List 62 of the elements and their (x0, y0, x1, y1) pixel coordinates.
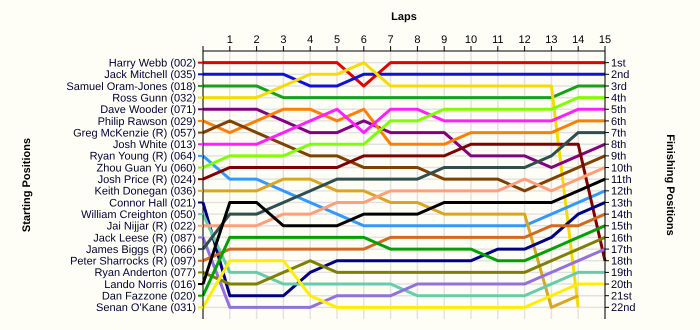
legend-label: Samuel Oram-Jones (018) (66, 80, 196, 93)
y-tick-label: 4th (611, 92, 626, 104)
x-tick-label: 15 (598, 34, 612, 46)
y-tick-label: 1st (611, 58, 626, 70)
legend-label: Jack Mitchell (035) (104, 69, 196, 82)
y-tick-label: 12th (611, 186, 632, 198)
legend-label: William Creighton (050) (81, 208, 196, 221)
legend-label: Philip Rawson (029) (98, 116, 196, 128)
chart-title: Laps (391, 11, 417, 23)
y-tick-label: 11th (611, 174, 632, 186)
y-tick-label: 19th (611, 267, 632, 280)
legend-label: Jack Leese (R) (087) (93, 232, 196, 244)
legend-label: Connor Hall (021) (109, 197, 196, 210)
legend-label: James Biggs (R) (066) (86, 244, 196, 256)
x-tick-label: 6 (360, 34, 367, 46)
y-axis-title: Finishing Positions (664, 134, 676, 236)
y-tick-label: 18th (611, 256, 632, 268)
legend-label: Jai Nijjar (R) (022) (106, 220, 196, 233)
legend-label: Keith Donegan (036) (94, 186, 196, 198)
x-tick-label: 3 (280, 34, 286, 46)
legend-label: Ross Gunn (032) (112, 92, 196, 104)
legend-label: Greg McKenzie (R) (057) (73, 127, 196, 140)
legend-label: Ryan Anderton (077) (94, 267, 196, 280)
y-tick-label: 14th (611, 208, 632, 221)
x-tick-label: 13 (545, 34, 558, 46)
y-tick-label: 10th (611, 162, 632, 174)
y-tick-label: 2nd (611, 69, 630, 82)
legend-label: Peter Sharrocks (R) (097) (70, 256, 196, 268)
y-tick-label: 5th (611, 104, 626, 116)
x-tick-label: 11 (492, 34, 504, 46)
legend-label: Josh White (013) (112, 139, 196, 152)
x-tick-label: 10 (464, 34, 478, 46)
y-tick-label: 6th (611, 116, 626, 128)
y-tick-label: 8th (611, 139, 626, 152)
y-tick-label: 7th (611, 127, 626, 140)
y-tick-label: 13th (611, 197, 632, 210)
legend-label: Harry Webb (002) (108, 58, 196, 70)
x-tick-label: 8 (414, 34, 420, 46)
legend-label: Josh Price (R) (024) (98, 174, 196, 186)
x-tick-label: 9 (441, 34, 448, 46)
legend-label: Senan O'Kane (031) (96, 302, 196, 314)
y-tick-label: 22nd (611, 302, 636, 314)
x-tick-label: 14 (572, 34, 584, 46)
legend-label: Dan Fazzone (020) (102, 290, 196, 303)
legend-label: Zhou Guan Yu (060) (96, 162, 196, 174)
legend-title: Starting Positions (21, 138, 33, 232)
legend-label: Lando Norris (016) (104, 278, 196, 291)
y-tick-label: 20th (611, 278, 632, 291)
x-tick-label: 1 (226, 34, 233, 46)
y-tick-label: 16th (611, 232, 632, 244)
y-tick-label: 3rd (611, 80, 627, 93)
y-tick-label: 21st (611, 290, 632, 303)
y-tick-label: 17th (611, 244, 632, 256)
y-tick-label: 15th (611, 220, 632, 233)
x-tick-label: 4 (307, 34, 314, 46)
x-tick-label: 12 (518, 34, 531, 46)
x-tick-label: 7 (388, 34, 394, 46)
x-tick-label: 2 (254, 34, 260, 46)
x-tick-label: 5 (334, 34, 340, 46)
y-tick-label: 9th (611, 150, 626, 163)
legend-label: Dave Wooder (071) (100, 104, 196, 116)
legend-label: Ryan Young (R) (064) (90, 150, 196, 163)
